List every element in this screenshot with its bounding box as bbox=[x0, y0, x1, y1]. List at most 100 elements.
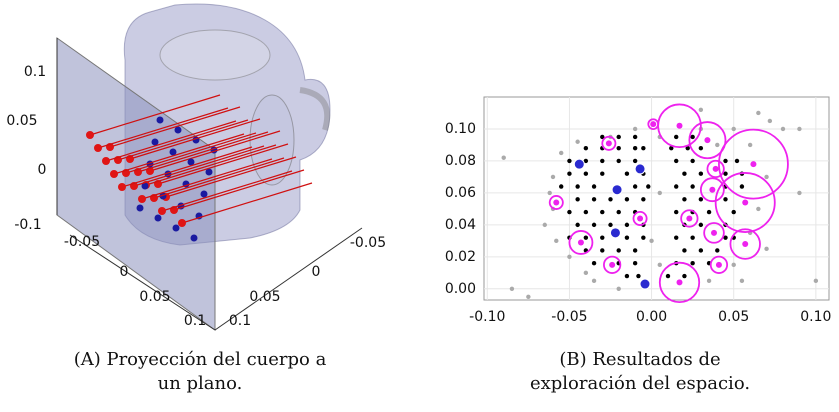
selected-point bbox=[573, 158, 585, 170]
caption-a: (A) Proyección del cuerpo a un plano. bbox=[70, 348, 330, 396]
ring-center bbox=[609, 261, 616, 268]
sample-point bbox=[641, 235, 646, 240]
ring-center bbox=[637, 215, 644, 222]
sample-point bbox=[624, 222, 630, 228]
sample-point bbox=[567, 158, 572, 164]
projected-red bbox=[86, 131, 94, 139]
sample-point bbox=[501, 155, 506, 160]
sample-point bbox=[567, 171, 572, 176]
sample-point bbox=[567, 254, 572, 260]
coverage-ring bbox=[714, 172, 776, 233]
sample-point bbox=[632, 261, 638, 266]
sample-point bbox=[690, 184, 695, 189]
y-tick-label: 0.10 bbox=[445, 121, 476, 137]
axis-tick-label: 0.1 bbox=[229, 313, 251, 329]
sample-point bbox=[674, 235, 679, 240]
projection-ray bbox=[105, 120, 237, 162]
projected-blue bbox=[156, 116, 164, 124]
sample-point bbox=[698, 197, 704, 202]
sample-point bbox=[591, 222, 597, 228]
sample-point bbox=[715, 142, 720, 148]
sample-point bbox=[649, 238, 654, 244]
projection-ray bbox=[149, 130, 281, 172]
projection-ray bbox=[137, 131, 269, 173]
y-tick-label: 0.04 bbox=[445, 217, 476, 233]
projection-ray bbox=[133, 145, 265, 187]
sample-point bbox=[698, 222, 704, 228]
projected-red bbox=[110, 170, 118, 178]
sample-point bbox=[747, 142, 753, 148]
sample-point bbox=[616, 286, 621, 292]
sample-point bbox=[636, 273, 641, 279]
projection-ray bbox=[161, 170, 293, 212]
sample-point bbox=[600, 134, 605, 140]
sample-point bbox=[600, 248, 605, 253]
projection-ray bbox=[165, 156, 297, 198]
sample-point bbox=[559, 150, 564, 156]
projection-ray bbox=[181, 182, 313, 224]
coverage-ring bbox=[706, 159, 725, 179]
sample-point bbox=[583, 235, 589, 240]
ring-center bbox=[577, 239, 584, 246]
figure-panels: 0.1 0.05 0 -0.1 -0.05 0 0.05 0.1 -0.05 0 0.05 0.1 -0… bbox=[6, 3, 831, 331]
projected-blue bbox=[141, 182, 149, 190]
sample-point bbox=[632, 158, 638, 164]
sample-point bbox=[764, 174, 769, 180]
sample-point bbox=[723, 197, 728, 202]
ring-center bbox=[676, 279, 683, 286]
axis-line bbox=[214, 227, 363, 331]
axis-tick-label: 0.1 bbox=[184, 313, 206, 329]
caption-text: Proyección del cuerpo a un plano. bbox=[106, 349, 327, 394]
axis-tick-label: 0.05 bbox=[6, 113, 37, 129]
sample-point bbox=[646, 184, 651, 189]
sample-point bbox=[756, 110, 761, 116]
projection-ray bbox=[125, 132, 257, 174]
sample-point bbox=[690, 158, 695, 164]
coverage-ring bbox=[568, 230, 594, 255]
sample-point bbox=[583, 158, 589, 164]
projected-blue bbox=[190, 234, 198, 242]
axis-line bbox=[69, 234, 216, 331]
sample-point bbox=[682, 273, 687, 279]
coverage-ring bbox=[709, 255, 729, 274]
axis-tick-label: 0 bbox=[312, 264, 321, 280]
projection-ray bbox=[113, 133, 245, 175]
sample-point bbox=[739, 278, 745, 284]
projection-ray bbox=[89, 94, 221, 136]
sample-point bbox=[674, 209, 679, 215]
sample-point bbox=[575, 197, 580, 202]
selected-point bbox=[634, 163, 646, 175]
y-tick-label: 0.02 bbox=[445, 249, 476, 265]
sample-point bbox=[583, 171, 589, 176]
sample-point bbox=[600, 235, 605, 240]
sample-point bbox=[632, 126, 638, 132]
axis-tick-label: -0.1 bbox=[14, 217, 41, 233]
coverage-ring bbox=[703, 222, 725, 244]
body-side bbox=[249, 94, 295, 186]
sample-point bbox=[698, 248, 704, 253]
sample-point bbox=[632, 145, 638, 151]
sample-point bbox=[624, 171, 630, 176]
ring-center bbox=[712, 165, 719, 172]
coverage-ring bbox=[603, 255, 622, 274]
sample-point bbox=[583, 145, 589, 151]
sample-point bbox=[591, 184, 597, 189]
ring-center bbox=[742, 199, 749, 206]
caption-label: (B) bbox=[559, 349, 587, 370]
sample-point bbox=[698, 171, 704, 176]
x-tick-label: 0.05 bbox=[718, 309, 749, 325]
selected-point bbox=[611, 184, 623, 196]
plot-frame bbox=[483, 96, 830, 301]
sample-point bbox=[734, 158, 740, 164]
sample-point bbox=[624, 273, 630, 279]
projection-ray bbox=[109, 106, 241, 148]
ring-center bbox=[650, 121, 657, 128]
coverage-ring bbox=[658, 261, 701, 304]
selected-point bbox=[609, 227, 621, 239]
sample-point bbox=[690, 261, 695, 266]
sample-point bbox=[657, 262, 662, 268]
sample-point bbox=[665, 273, 671, 279]
sample-point bbox=[624, 197, 630, 202]
y-tick-label: 0.06 bbox=[445, 185, 476, 201]
